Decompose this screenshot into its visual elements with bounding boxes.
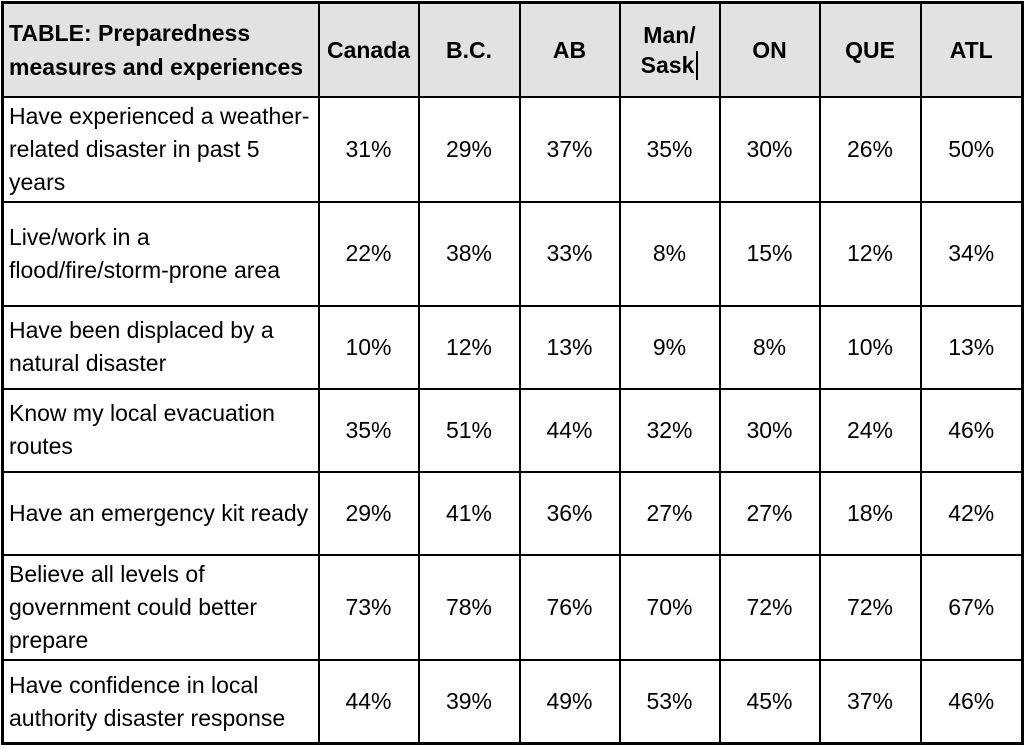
table-row: Have been displaced by a natural disaste… <box>1 304 1024 390</box>
cell-value[interactable]: 10% <box>317 304 420 390</box>
cell-value[interactable]: 27% <box>618 470 721 556</box>
cell-value[interactable]: 34% <box>919 201 1024 307</box>
cell-value[interactable]: 35% <box>618 95 721 204</box>
table-row: Know my local evacuation routes 35% 51% … <box>1 387 1024 473</box>
cell-value[interactable]: 18% <box>818 470 922 556</box>
cell-value[interactable]: 13% <box>919 304 1024 390</box>
cell-value[interactable]: 76% <box>518 553 621 662</box>
cell-value[interactable]: 53% <box>618 659 721 745</box>
cell-value[interactable]: 29% <box>417 95 521 204</box>
cell-value[interactable]: 27% <box>718 470 821 556</box>
col-header-canada[interactable]: Canada <box>317 1 420 98</box>
table-row: Believe all levels of government could b… <box>1 553 1024 662</box>
table-row: Have confidence in local authority disas… <box>1 659 1024 745</box>
cell-value[interactable]: 30% <box>718 387 821 473</box>
cell-value[interactable]: 45% <box>718 659 821 745</box>
col-header-atl-label: ATL <box>949 36 993 63</box>
row-label-weather-disaster[interactable]: Have experienced a weather-related disas… <box>1 95 320 204</box>
table-row: Have an emergency kit ready 29% 41% 36% … <box>1 470 1024 556</box>
col-header-bc-label: B.C. <box>446 36 492 63</box>
cell-value[interactable]: 70% <box>618 553 721 662</box>
table-row: Have experienced a weather-related disas… <box>1 95 1024 204</box>
row-label-government-prepare[interactable]: Believe all levels of government could b… <box>1 553 320 662</box>
col-header-atl[interactable]: ATL <box>919 1 1024 98</box>
cell-value[interactable]: 49% <box>518 659 621 745</box>
header-row: TABLE: Preparedness measures and experie… <box>1 1 1024 98</box>
col-header-ab-label: AB <box>552 36 587 63</box>
cell-value[interactable]: 42% <box>919 470 1024 556</box>
cell-value[interactable]: 72% <box>718 553 821 662</box>
cell-value[interactable]: 24% <box>818 387 922 473</box>
cell-value[interactable]: 41% <box>417 470 521 556</box>
row-label-displaced[interactable]: Have been displaced by a natural disaste… <box>1 304 320 390</box>
cell-value[interactable]: 73% <box>317 553 420 662</box>
cell-value[interactable]: 33% <box>518 201 621 307</box>
cell-value[interactable]: 39% <box>417 659 521 745</box>
cell-value[interactable]: 44% <box>317 659 420 745</box>
cell-value[interactable]: 30% <box>718 95 821 204</box>
cell-value[interactable]: 22% <box>317 201 420 307</box>
cell-value[interactable]: 26% <box>818 95 922 204</box>
col-header-canada-label: Canada <box>326 36 411 63</box>
col-header-man-sask-label: Man/ Sask <box>640 21 696 78</box>
col-header-que[interactable]: QUE <box>818 1 922 98</box>
cell-value[interactable]: 10% <box>818 304 922 390</box>
cell-value[interactable]: 29% <box>317 470 420 556</box>
row-label-prone-area[interactable]: Live/work in a flood/fire/storm-prone ar… <box>1 201 320 307</box>
cell-value[interactable]: 12% <box>818 201 922 307</box>
col-header-on-label: ON <box>752 36 787 63</box>
col-header-on[interactable]: ON <box>718 1 821 98</box>
row-label-confidence-local-authority[interactable]: Have confidence in local authority disas… <box>1 659 320 745</box>
text-cursor <box>696 50 699 80</box>
cell-value[interactable]: 13% <box>518 304 621 390</box>
col-header-que-label: QUE <box>845 36 895 63</box>
cell-value[interactable]: 72% <box>818 553 922 662</box>
cell-value[interactable]: 35% <box>317 387 420 473</box>
cell-value[interactable]: 67% <box>919 553 1024 662</box>
table-title-cell[interactable]: TABLE: Preparedness measures and experie… <box>1 1 320 98</box>
cell-value[interactable]: 8% <box>718 304 821 390</box>
cell-value[interactable]: 9% <box>618 304 721 390</box>
cell-value[interactable]: 15% <box>718 201 821 307</box>
cell-value[interactable]: 37% <box>518 95 621 204</box>
cell-value[interactable]: 50% <box>919 95 1024 204</box>
cell-value[interactable]: 78% <box>417 553 521 662</box>
row-label-evacuation-routes[interactable]: Know my local evacuation routes <box>1 387 320 473</box>
cell-value[interactable]: 36% <box>518 470 621 556</box>
cell-value[interactable]: 51% <box>417 387 521 473</box>
cell-value[interactable]: 37% <box>818 659 922 745</box>
cell-value[interactable]: 32% <box>618 387 721 473</box>
table-title: TABLE: Preparedness measures and experie… <box>9 19 304 80</box>
table-row: Live/work in a flood/fire/storm-prone ar… <box>1 201 1024 307</box>
cell-value[interactable]: 46% <box>919 387 1024 473</box>
cell-value[interactable]: 46% <box>919 659 1024 745</box>
cell-value[interactable]: 31% <box>317 95 420 204</box>
row-label-emergency-kit[interactable]: Have an emergency kit ready <box>1 470 320 556</box>
cell-value[interactable]: 44% <box>518 387 621 473</box>
cell-value[interactable]: 12% <box>417 304 521 390</box>
cell-value[interactable]: 8% <box>618 201 721 307</box>
col-header-bc[interactable]: B.C. <box>417 1 521 98</box>
cell-value[interactable]: 38% <box>417 201 521 307</box>
col-header-man-sask[interactable]: Man/ Sask <box>618 1 721 98</box>
col-header-ab[interactable]: AB <box>518 1 621 98</box>
